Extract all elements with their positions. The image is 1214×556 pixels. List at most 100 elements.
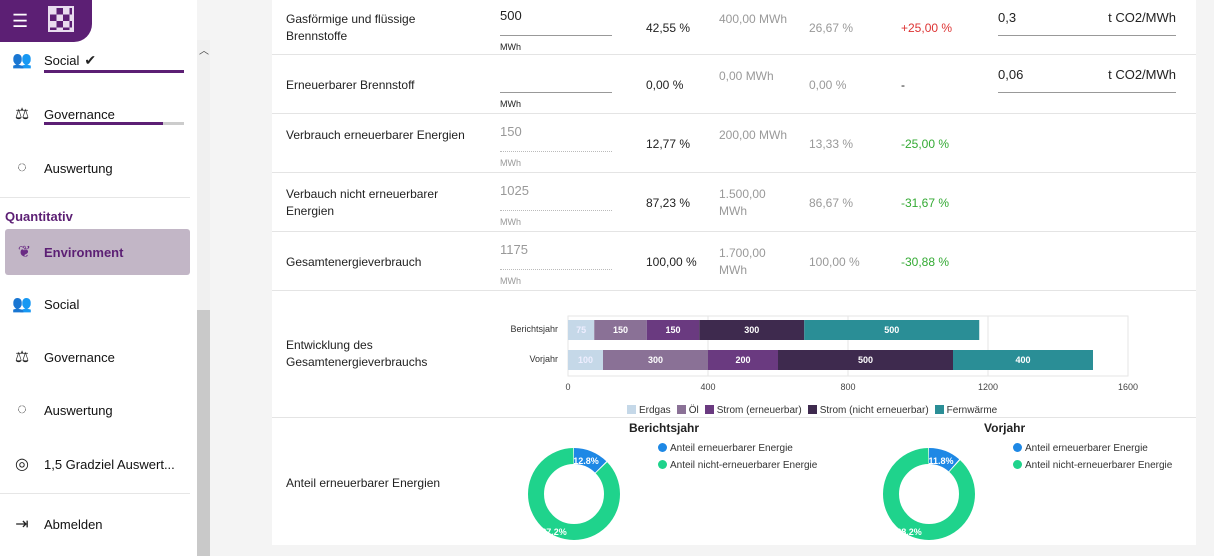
share-pct: 42,55 %: [646, 20, 691, 35]
slice-label: 88.2%: [896, 527, 922, 537]
previous-pct: 86,67 %: [809, 195, 854, 210]
bar-segment: [568, 350, 603, 370]
target-icon: ◎: [15, 456, 29, 473]
row-label: Erneuerbarer Brennstoff: [286, 77, 415, 92]
logo: [48, 6, 74, 32]
donut-icon: ◌: [17, 401, 27, 418]
change-pct: -: [901, 77, 905, 92]
nav-q-auswertung[interactable]: ◌ Auswertung: [0, 390, 197, 430]
stacked-bar-chart: 0 400 800 1200 1600 Berichtsjahr 75 150 150 300 50…: [510, 315, 1138, 392]
row-label: Verbauch nicht erneuerbarer Energien: [286, 186, 439, 218]
legend-label: Anteil nicht-erneuerbarer Energie: [1025, 460, 1173, 471]
previous-pct: 100,00 %: [809, 254, 860, 269]
unit-label: MWh: [500, 216, 521, 227]
previous-pct: 13,33 %: [809, 136, 854, 151]
change-pct: +25,00 %: [901, 20, 953, 35]
bar-segment: [778, 350, 953, 370]
bar-segment: [603, 350, 708, 370]
legend-item[interactable]: Erdgas: [627, 405, 671, 416]
bar-segment: [804, 320, 980, 340]
value-input[interactable]: [500, 63, 612, 93]
share-pct: 100,00 %: [646, 254, 697, 269]
logout-button[interactable]: ⇥ Abmelden: [0, 504, 197, 544]
legend-label: Anteil erneuerbarer Energie: [1025, 443, 1148, 454]
unit-label: MWh: [500, 275, 521, 286]
donut-legend: Anteil erneuerbarer Energie Anteil nicht-…: [658, 440, 817, 474]
legend-item[interactable]: Öl: [676, 405, 699, 416]
bar-value-label: 200: [735, 355, 750, 365]
donut-slice: [883, 448, 975, 540]
legend-swatch: [934, 405, 944, 414]
slice-label: 12.8%: [573, 456, 599, 466]
legend-item[interactable]: Strom (nicht erneuerbar): [807, 405, 929, 416]
legend-dot: [658, 443, 667, 452]
legend-item[interactable]: Anteil nicht-erneuerbarer Energie: [658, 457, 817, 474]
share-pct: 0,00 %: [646, 77, 684, 92]
donut-slice: [883, 448, 975, 540]
x-tick-label: 800: [840, 382, 855, 392]
leaf-icon: ❦: [17, 244, 32, 261]
legend-dot: [1013, 443, 1022, 452]
x-tick-label: 400: [700, 382, 715, 392]
previous-value: 1.500,00 MWh: [719, 186, 766, 218]
chart-row: Entwicklung des Gesamtenergieverbrauchs …: [272, 290, 1196, 418]
bar-segment: [699, 320, 805, 340]
legend-label: Strom (nicht erneuerbar): [819, 405, 929, 416]
donut-row: Anteil erneuerbarer Energien 12.8% 87.2% B…: [272, 418, 1196, 545]
donut-title: Vorjahr: [984, 421, 1026, 435]
chevron-up-icon[interactable]: ︿: [199, 46, 209, 57]
legend-swatch: [704, 405, 714, 414]
previous-value: 0,00 MWh: [719, 68, 774, 83]
factor-input[interactable]: 0,06 t CO2/MWh: [998, 67, 1176, 93]
row-label: Gesamtenergieverbrauch: [286, 254, 422, 269]
share-pct: 87,23 %: [646, 195, 691, 210]
nav-environment[interactable]: ❦ Environment: [5, 229, 190, 275]
factor-value: 0,3: [998, 9, 1017, 25]
value-input[interactable]: 500: [500, 6, 612, 36]
value-input: 1175: [500, 240, 612, 270]
donut-chart: 12.8% 87.2%: [528, 448, 620, 540]
legend-item[interactable]: Anteil erneuerbarer Energie: [658, 440, 817, 457]
donut-icon: ◌: [17, 159, 27, 176]
donut-title: Berichtsjahr: [629, 421, 700, 435]
factor-input[interactable]: 0,3 t CO2/MWh: [998, 10, 1176, 36]
donut-slice: [528, 448, 620, 540]
social-progress: [44, 70, 184, 73]
factor-unit: t CO2/MWh: [1108, 9, 1176, 25]
donut-legend: Anteil erneuerbarer Energie Anteil nicht-…: [1013, 440, 1172, 474]
value-input: 150: [500, 122, 612, 152]
nav-q-social[interactable]: 👥 Social: [0, 284, 197, 324]
bar-segment: [594, 320, 647, 340]
people-icon: 👥: [12, 52, 32, 69]
bar-value-label: 300: [648, 355, 663, 365]
bar-segment: [953, 350, 1093, 370]
scroll-thumb[interactable]: [197, 310, 210, 556]
legend-label: Anteil erneuerbarer Energie: [670, 443, 793, 454]
nav-social[interactable]: 👥 Social ✔: [0, 40, 197, 80]
nav-governance[interactable]: ⚖ Governance: [0, 94, 197, 134]
bar-value-label: 400: [1015, 355, 1030, 365]
category-label: Berichtsjahr: [510, 324, 558, 334]
bar-value-label: 75: [576, 325, 586, 335]
legend-dot: [658, 460, 667, 469]
legend-swatch: [627, 405, 636, 414]
bar-value-label: 150: [665, 325, 680, 335]
legend-label: Anteil nicht-erneuerbarer Energie: [670, 460, 818, 471]
sidebar-scrollbar[interactable]: ︿: [197, 40, 210, 556]
factor-value: 0,06: [998, 66, 1024, 82]
table-row: Gesamtenergieverbrauch 1175 MWh 100,00 %…: [272, 232, 1196, 291]
previous-value: 400,00 MWh: [719, 11, 788, 26]
menu-icon[interactable]: ☰: [12, 11, 29, 31]
legend-item[interactable]: Anteil nicht-erneuerbarer Energie: [1013, 457, 1172, 474]
change-pct: -31,67 %: [901, 195, 950, 210]
legend-item[interactable]: Strom (erneuerbar): [704, 405, 802, 416]
legend-swatch: [676, 405, 686, 414]
nav-q-governance[interactable]: ⚖ Governance: [0, 337, 197, 377]
nav-gradziel[interactable]: ◎ 1,5 Gradziel Auswert...: [0, 444, 197, 484]
legend-dot: [1013, 460, 1022, 469]
nav-auswertung[interactable]: ◌ Auswertung: [0, 148, 197, 188]
legend-item[interactable]: Anteil erneuerbarer Energie: [1013, 440, 1172, 457]
legend-label: Strom (erneuerbar): [716, 405, 802, 416]
logout-icon: ⇥: [15, 516, 29, 533]
legend-item[interactable]: Fernwärme: [934, 405, 997, 416]
